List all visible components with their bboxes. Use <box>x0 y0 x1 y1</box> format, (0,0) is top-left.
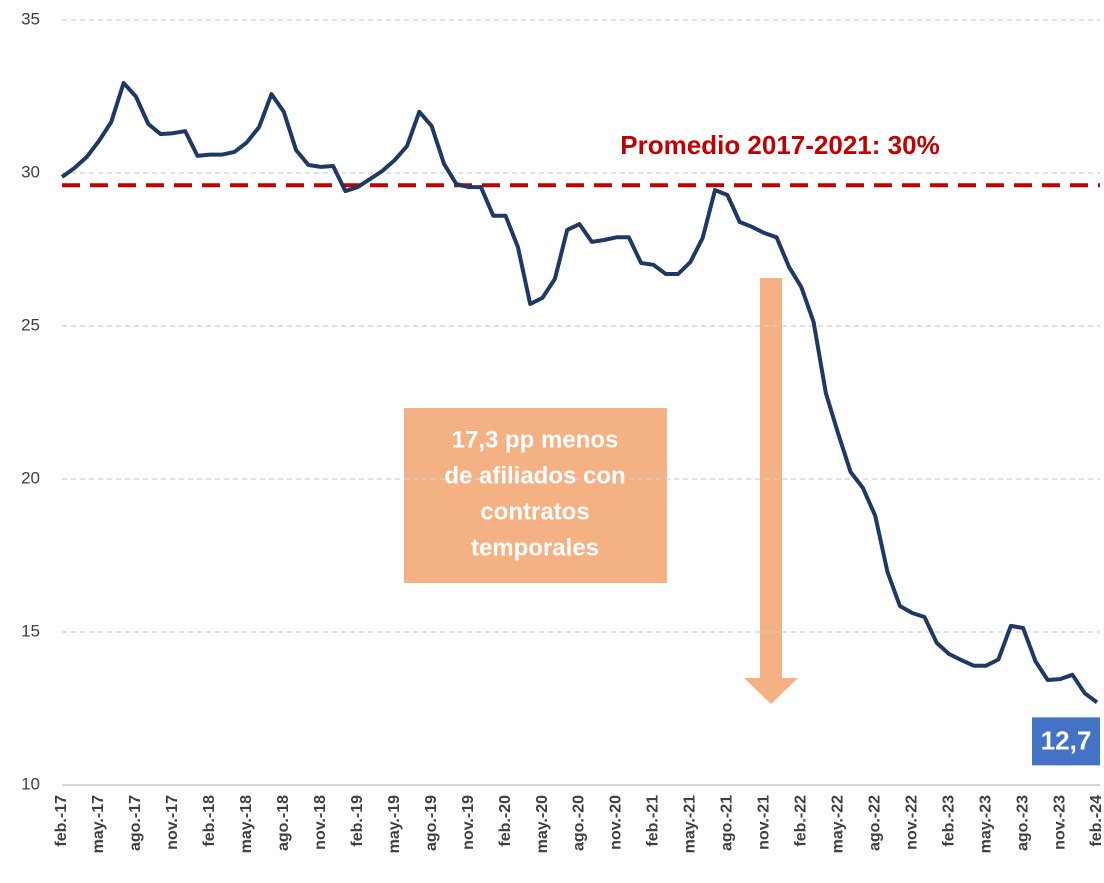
x-tick-label: ago.-17 <box>127 795 144 851</box>
x-tick-label: nov.-19 <box>460 795 477 850</box>
x-tick-label: nov.-20 <box>608 795 625 850</box>
x-tick-label: feb.-20 <box>497 795 514 847</box>
annotation-text: de afiliados con <box>444 462 625 489</box>
x-tick-label: feb.-19 <box>349 795 366 847</box>
x-tick-label: feb.-22 <box>793 795 810 847</box>
arrow-shaft <box>760 278 782 678</box>
annotation-text: temporales <box>471 534 599 561</box>
x-tick-label: feb.-24 <box>1088 795 1104 847</box>
y-tick-label: 25 <box>21 315 40 334</box>
x-tick-label: feb.-18 <box>201 795 218 847</box>
x-tick-label: ago.-19 <box>423 795 440 851</box>
annotation-text: 17,3 pp menos <box>452 426 619 453</box>
x-tick-label: ago.-18 <box>275 795 292 851</box>
x-tick-label: feb.-23 <box>940 795 957 847</box>
y-tick-label: 35 <box>21 9 40 28</box>
annotation-text: contratos <box>480 498 589 525</box>
x-tick-label: may.-17 <box>90 795 107 854</box>
x-tick-label: may.-22 <box>829 795 846 854</box>
y-tick-label: 10 <box>21 774 40 793</box>
data-line <box>60 81 1099 705</box>
x-tick-label: ago.-21 <box>719 795 736 851</box>
arrow-head <box>744 678 798 704</box>
x-tick-label: feb.-17 <box>53 795 70 847</box>
x-tick-label: nov.-17 <box>164 795 181 850</box>
y-tick-label: 30 <box>21 162 40 181</box>
x-tick-label: may.-18 <box>238 795 255 854</box>
x-tick-label: may.-19 <box>386 795 403 854</box>
data-label: 12,7 <box>1041 725 1092 755</box>
average-label: Promedio 2017-2021: 30% <box>620 130 939 160</box>
y-tick-label: 20 <box>21 468 40 487</box>
x-tick-label: nov.-18 <box>312 795 329 850</box>
x-tick-label: ago.-22 <box>866 795 883 851</box>
x-tick-label: may.-20 <box>534 795 551 854</box>
x-tick-label: ago.-20 <box>571 795 588 851</box>
annotation-box <box>404 408 667 583</box>
y-tick-label: 15 <box>21 621 40 640</box>
x-tick-label: nov.-23 <box>1051 795 1068 850</box>
x-tick-label: may.-21 <box>682 795 699 854</box>
x-tick-label: feb.-21 <box>645 795 662 847</box>
x-tick-label: ago.-23 <box>1014 795 1031 851</box>
x-tick-label: nov.-22 <box>903 795 920 850</box>
data-label-box <box>1032 717 1100 766</box>
x-tick-label: may.-23 <box>977 795 994 854</box>
x-tick-label: nov.-21 <box>756 795 773 850</box>
